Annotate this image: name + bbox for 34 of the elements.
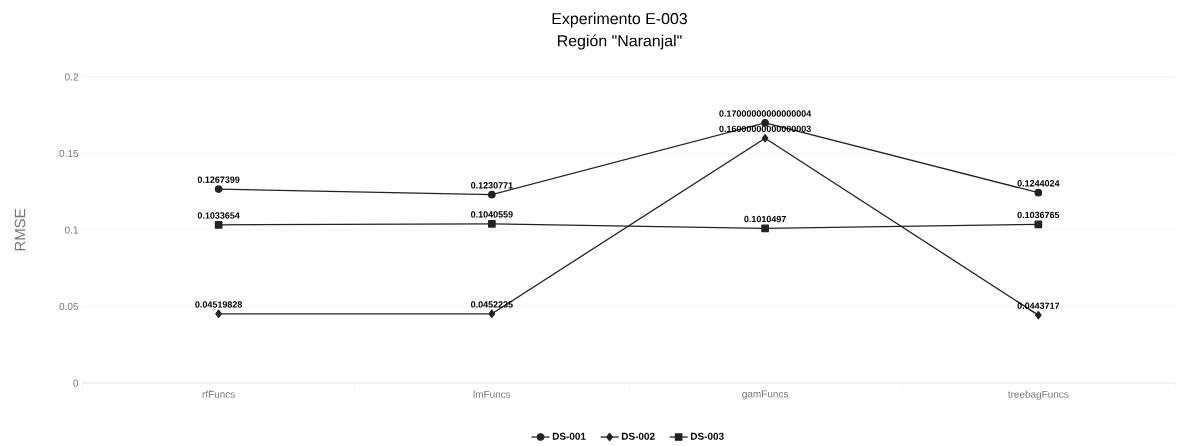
y-tick-label: 0 (73, 379, 79, 387)
data-label: 0.17000000000000004 (719, 110, 812, 117)
legend-label: DS-001 (552, 432, 586, 440)
data-label: 0.1040559 (471, 211, 513, 218)
x-tick-label: lmFuncs (473, 390, 511, 398)
y-tick-label: 0.15 (59, 149, 79, 158)
y-tick-label: 0.2 (65, 73, 78, 81)
point (488, 190, 496, 199)
point (488, 219, 496, 228)
legend-label: DS-002 (621, 432, 655, 440)
data-label: 0.1033654 (197, 212, 240, 219)
point (761, 224, 769, 233)
point (488, 309, 496, 319)
y-tick-label: 0.05 (59, 302, 79, 311)
point (1034, 188, 1043, 197)
point (214, 185, 223, 193)
chart-subtitle: Región "Naranjal" (558, 34, 682, 50)
data-label: 0.1230771 (471, 182, 513, 189)
data-label: 0.1036765 (1017, 211, 1060, 219)
legend-label: DS-003 (690, 432, 724, 440)
point (761, 133, 769, 143)
data-label: 0.1267399 (197, 176, 240, 183)
y-axis-title: RMSE (14, 209, 26, 251)
x-tick-label: treebagFuncs (1008, 390, 1069, 400)
point (214, 221, 223, 229)
point (1035, 310, 1042, 320)
data-label: 0.04519828 (195, 301, 243, 308)
data-label: 0.1244024 (1017, 180, 1060, 187)
data-label: 0.1010497 (744, 215, 786, 223)
x-tick-label: rfFuncs (202, 390, 235, 398)
y-tick-label: 0.1 (65, 226, 78, 234)
x-tick-label: gamFuncs (742, 390, 788, 400)
point (215, 309, 222, 319)
chart-title: Experimento E-003 (552, 12, 687, 28)
